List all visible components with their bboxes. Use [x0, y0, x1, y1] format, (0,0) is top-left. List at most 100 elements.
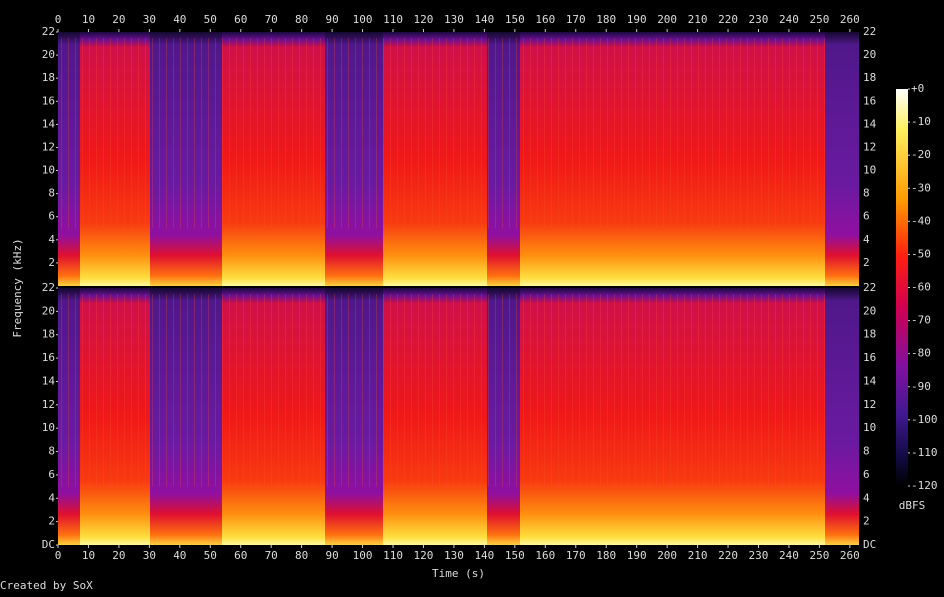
y-tick-label-right: 4	[863, 233, 870, 246]
streak	[292, 294, 293, 487]
colorbar-tick-label: -40	[911, 214, 931, 227]
streak	[250, 38, 251, 229]
y-tick-label: 8	[48, 187, 55, 200]
streak	[264, 38, 265, 229]
quiet-region	[58, 32, 80, 286]
x-tick-label: 200	[657, 13, 677, 26]
x-tick-label: 110	[383, 549, 403, 562]
streak	[327, 38, 328, 229]
streak	[369, 38, 370, 229]
x-tick-label: 120	[414, 13, 434, 26]
streak	[180, 294, 181, 487]
streak	[124, 38, 125, 229]
x-tick-label: 100	[353, 549, 373, 562]
y-tick-label-right: 10	[863, 421, 876, 434]
x-axis-label: Time (s)	[432, 567, 485, 580]
colorbar-tick-label: -120	[911, 479, 938, 492]
y-tick-label-right: 14	[863, 374, 877, 387]
streak	[159, 294, 160, 487]
y-tick-label-right: 16	[863, 94, 876, 107]
streak	[586, 294, 587, 487]
x-tick-label: 180	[596, 13, 616, 26]
y-tick-label: 16	[42, 351, 55, 364]
y-tick-label: 20	[42, 48, 55, 61]
streak	[803, 38, 804, 229]
streak	[537, 294, 538, 487]
streak	[229, 294, 230, 487]
quiet-region	[325, 288, 383, 545]
streak	[376, 38, 377, 229]
streak	[579, 294, 580, 487]
y-tick-label-right: 2	[863, 515, 870, 528]
streak	[754, 38, 755, 229]
x-tick-label: 50	[204, 13, 217, 26]
colorbar-tick-label: -50	[911, 247, 931, 260]
streak	[586, 38, 587, 229]
streak	[404, 38, 405, 229]
streak	[208, 38, 209, 229]
streak	[334, 38, 335, 229]
streak	[425, 294, 426, 487]
streak	[390, 38, 391, 229]
streak	[691, 38, 692, 229]
streak	[152, 294, 153, 487]
colorbar-tick-label: -80	[911, 347, 931, 360]
y-tick-label-right: 18	[863, 71, 876, 84]
colorbar-tick-label: -10	[911, 115, 931, 128]
streak	[747, 294, 748, 487]
streak	[208, 294, 209, 487]
streak	[740, 38, 741, 229]
y-tick-label: 2	[48, 256, 55, 269]
streak	[691, 294, 692, 487]
streak	[299, 294, 300, 487]
x-tick-label: 20	[112, 13, 125, 26]
colorbar-tick-label: -20	[911, 148, 931, 161]
x-tick-label: 10	[82, 549, 95, 562]
streak	[61, 294, 62, 487]
streak	[285, 294, 286, 487]
streak	[327, 294, 328, 487]
streak	[383, 38, 384, 229]
streak	[61, 38, 62, 229]
streak	[544, 38, 545, 229]
quiet-region	[487, 32, 520, 286]
streak	[803, 294, 804, 487]
streak	[243, 38, 244, 229]
x-tick-label: 140	[474, 549, 494, 562]
streak	[705, 38, 706, 229]
streak	[719, 38, 720, 229]
x-tick-label: 100	[353, 13, 373, 26]
streak	[824, 294, 825, 487]
streak	[285, 38, 286, 229]
streak	[390, 294, 391, 487]
x-tick-label: 220	[718, 549, 738, 562]
streak	[775, 38, 776, 229]
streak	[488, 294, 489, 487]
streak	[306, 294, 307, 487]
streak	[782, 38, 783, 229]
streak	[649, 294, 650, 487]
streak	[509, 38, 510, 229]
y-tick-label-right: 22	[863, 281, 876, 294]
streak	[138, 38, 139, 229]
y-tick-label-right: 8	[863, 187, 870, 200]
streak	[418, 38, 419, 229]
streak	[600, 38, 601, 229]
streak	[474, 294, 475, 487]
x-tick-label: 220	[718, 13, 738, 26]
streak	[663, 38, 664, 229]
streak	[670, 38, 671, 229]
streak	[607, 294, 608, 487]
x-tick-label: 50	[204, 549, 217, 562]
streak	[761, 294, 762, 487]
streak	[152, 38, 153, 229]
streak	[236, 38, 237, 229]
streak	[250, 294, 251, 487]
streak	[313, 294, 314, 487]
streak	[726, 294, 727, 487]
y-tick-label-right: DC	[863, 538, 876, 551]
x-tick-label: 190	[627, 13, 647, 26]
streak	[271, 38, 272, 229]
streak	[75, 294, 76, 487]
